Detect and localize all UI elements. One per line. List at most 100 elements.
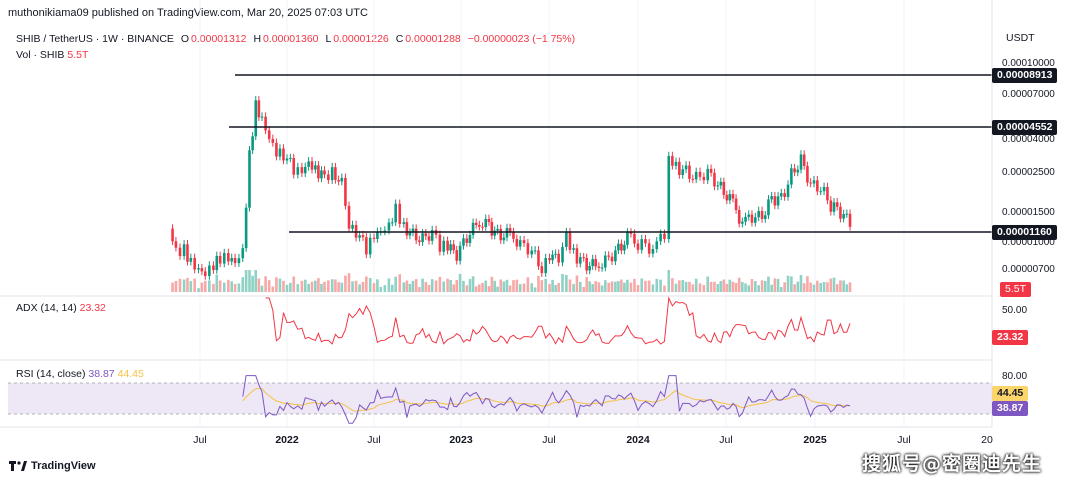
volume-bar — [610, 281, 614, 292]
x-tick: Jul — [367, 434, 381, 446]
horizontal-levels — [229, 74, 992, 233]
volume-bar — [344, 275, 347, 292]
candle-body — [636, 243, 640, 250]
candle-body — [802, 154, 806, 166]
volume-bar — [171, 282, 174, 292]
volume-bar — [354, 280, 358, 292]
candle-body — [484, 218, 488, 227]
volume-label[interactable]: Vol · SHIB — [16, 49, 65, 61]
candle-body — [361, 235, 365, 238]
volume-bar — [842, 280, 845, 292]
level-label-high[interactable]: 0.00008913 — [992, 68, 1058, 83]
volume-bar — [614, 281, 617, 292]
high-label: H — [253, 33, 262, 45]
volume-bar — [607, 282, 610, 292]
candle-body — [786, 184, 790, 197]
volume-bar — [438, 276, 442, 292]
candle-body — [424, 233, 428, 237]
volume-bar — [728, 279, 732, 292]
volume-bar — [499, 279, 503, 292]
adx-label[interactable]: ADX (14, 14) — [16, 302, 77, 314]
volume-bar — [487, 286, 491, 292]
candle-body — [799, 154, 803, 170]
rsi-legend-value: 38.87 — [88, 368, 115, 380]
volume-bar — [594, 281, 597, 292]
volume-bar — [582, 286, 585, 292]
candle-body — [487, 218, 491, 222]
volume-bar — [376, 279, 379, 292]
candle-body — [455, 250, 459, 261]
candle-body — [579, 257, 582, 264]
candle-body — [722, 181, 726, 195]
volume-bar — [254, 270, 258, 292]
change-value: −0.00000023 (−1.75%) — [467, 33, 576, 45]
level-label-support[interactable]: 0.00001160 — [992, 225, 1057, 240]
volume-bar — [200, 282, 204, 292]
currency-label[interactable]: USDT — [1006, 32, 1035, 44]
candle-body — [260, 116, 264, 118]
volume-bar — [819, 283, 823, 292]
volume-bar — [351, 281, 354, 292]
candle-body — [659, 233, 662, 242]
candle-body — [427, 236, 431, 241]
level-label-mid[interactable]: 0.00004552 — [992, 120, 1058, 135]
tradingview-logo[interactable]: TradingView — [9, 460, 96, 472]
candle-body — [783, 193, 786, 197]
volume-bar — [394, 276, 397, 292]
x-tick: 20 — [981, 434, 993, 446]
candle-body — [688, 165, 691, 179]
volume-bar — [430, 279, 434, 292]
volume-bar — [468, 279, 472, 292]
volume-bar — [307, 283, 310, 292]
volume-bar — [251, 275, 254, 292]
x-tick: Jul — [897, 434, 911, 446]
volume-bar — [802, 283, 806, 292]
candle-body — [186, 244, 189, 262]
volume-bar — [418, 287, 421, 292]
candle-body — [694, 171, 698, 180]
candle-body — [200, 268, 204, 272]
candle-body — [684, 165, 688, 170]
volume-bar — [845, 284, 849, 292]
candle-body — [582, 257, 585, 259]
candle-body — [826, 186, 829, 201]
candle-body — [442, 240, 446, 252]
candle-body — [478, 225, 481, 227]
volume-bar — [434, 280, 438, 292]
volume-bar — [182, 279, 186, 292]
tradingview-brand: TradingView — [31, 460, 96, 472]
candle-body — [760, 210, 764, 219]
volume-bar — [709, 281, 713, 292]
volume-bar — [767, 276, 770, 292]
candle-body — [241, 248, 245, 259]
candle-body — [626, 232, 629, 245]
candle-body — [515, 238, 519, 247]
volume-bar — [289, 282, 292, 292]
volume-bar — [317, 278, 320, 292]
candle-body — [405, 222, 409, 236]
volume-bar — [260, 285, 264, 292]
volume-bar — [600, 285, 604, 292]
volume-bar — [411, 280, 415, 292]
symbol-title[interactable]: SHIB / TetherUS · 1W · BINANCE — [16, 33, 174, 45]
volume-bar — [737, 277, 741, 292]
volume-bar — [655, 278, 659, 292]
volume-bar — [585, 277, 588, 292]
candle-body — [292, 158, 296, 175]
volume-bar — [572, 284, 575, 292]
candle-body — [203, 271, 207, 277]
volume-bar — [747, 285, 751, 292]
volume-bar — [731, 281, 735, 292]
candle-body — [465, 238, 469, 243]
candle-body — [490, 221, 494, 236]
candle-body — [776, 196, 780, 206]
volume-bar — [189, 281, 193, 292]
candle-body — [667, 156, 671, 240]
volume-bar — [330, 279, 334, 292]
adx-value-badge: 23.32 — [992, 330, 1029, 345]
rsi-label[interactable]: RSI (14, close) — [16, 368, 86, 380]
candle-body — [411, 228, 415, 233]
candle-body — [502, 237, 506, 241]
candle-body — [215, 255, 219, 271]
